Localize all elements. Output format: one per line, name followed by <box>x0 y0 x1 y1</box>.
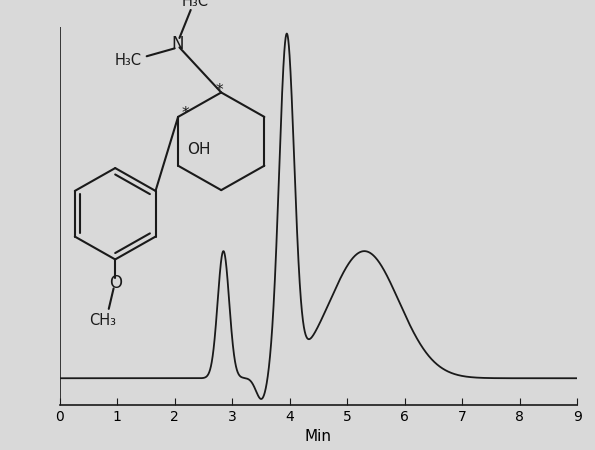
Text: CH₃: CH₃ <box>89 313 116 328</box>
Text: OH: OH <box>187 143 211 158</box>
Text: H₃C: H₃C <box>115 54 142 68</box>
Text: *: * <box>216 83 224 99</box>
Text: *: * <box>181 106 189 121</box>
Text: N: N <box>171 35 184 53</box>
Text: O: O <box>109 274 122 292</box>
Text: H₃C: H₃C <box>182 0 209 9</box>
X-axis label: Min: Min <box>305 429 332 445</box>
